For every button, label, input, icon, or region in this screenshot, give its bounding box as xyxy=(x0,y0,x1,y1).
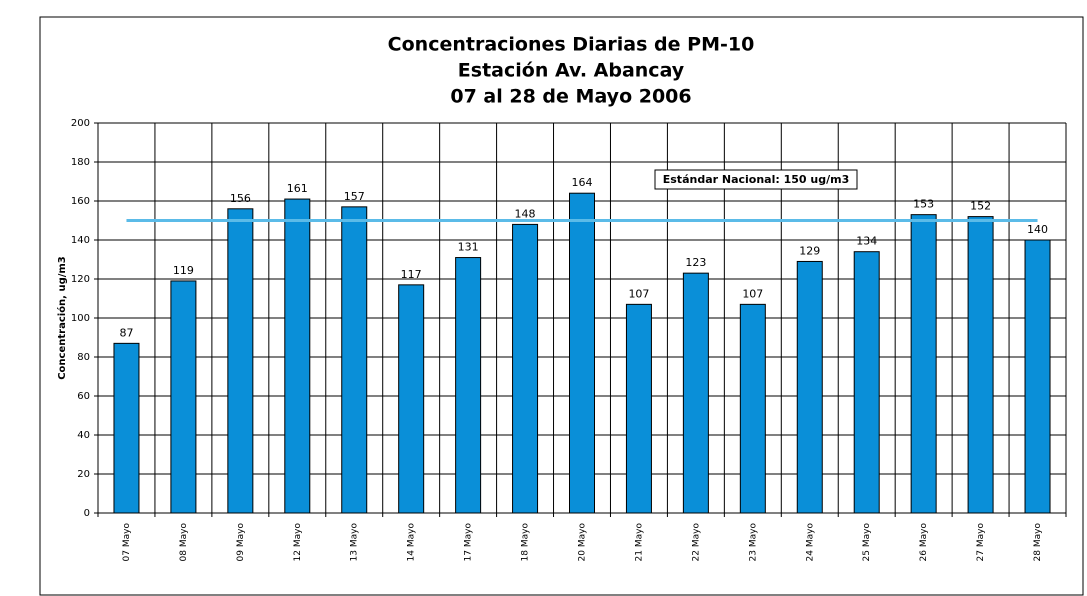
data-label: 156 xyxy=(230,192,251,205)
data-label: 119 xyxy=(173,264,194,277)
y-axis-label: Concentración, ug/m3 xyxy=(56,256,68,380)
data-label: 153 xyxy=(913,198,934,211)
data-label: 148 xyxy=(515,207,536,220)
data-label: 161 xyxy=(287,182,308,195)
frame xyxy=(39,16,1084,596)
y-tick-label: 60 xyxy=(77,391,90,402)
bar xyxy=(625,303,652,514)
data-label: 117 xyxy=(401,268,422,281)
data-label: 140 xyxy=(1027,223,1048,236)
y-tick-label: 200 xyxy=(71,118,90,129)
y-tick-label: 40 xyxy=(77,430,90,441)
data-label: 157 xyxy=(344,190,365,203)
bar xyxy=(284,198,311,514)
annotation-box xyxy=(654,169,858,190)
bar xyxy=(170,280,197,514)
data-label: 123 xyxy=(685,256,706,269)
x-tick-label: 20 Mayo xyxy=(578,523,588,562)
chart-title: Estación Av. Abancay xyxy=(458,60,685,82)
x-tick-label: 24 Mayo xyxy=(805,523,815,562)
bar xyxy=(227,208,254,514)
data-label: 164 xyxy=(572,176,593,189)
bar xyxy=(682,272,709,514)
x-tick-label: 07 Mayo xyxy=(122,523,132,562)
y-tick-label: 120 xyxy=(71,274,90,285)
data-label: 152 xyxy=(970,200,991,213)
x-tick-label: 14 Mayo xyxy=(407,523,417,562)
bar xyxy=(341,206,368,514)
y-tick-label: 0 xyxy=(84,508,90,519)
chart-title: Concentraciones Diarias de PM-10 xyxy=(388,34,755,56)
chart-title: 07 al 28 de Mayo 2006 xyxy=(450,86,691,108)
y-tick-label: 180 xyxy=(71,157,90,168)
y-tick-label: 100 xyxy=(71,313,90,324)
x-tick-label: 28 Mayo xyxy=(1033,523,1043,562)
bar xyxy=(512,223,539,514)
bar xyxy=(113,342,140,514)
bar xyxy=(853,251,880,514)
y-tick-label: 80 xyxy=(77,352,90,363)
x-tick-label: 23 Mayo xyxy=(748,523,758,562)
y-tick-label: 140 xyxy=(71,235,90,246)
bar xyxy=(398,284,425,514)
data-label: 131 xyxy=(458,241,479,254)
data-label: 129 xyxy=(799,244,820,257)
x-tick-label: 25 Mayo xyxy=(862,523,872,562)
x-tick-label: 22 Mayo xyxy=(691,523,701,562)
bar xyxy=(739,303,766,514)
y-tick-label: 160 xyxy=(71,196,90,207)
x-tick-label: 17 Mayo xyxy=(464,523,474,562)
x-tick-label: 13 Mayo xyxy=(350,523,360,562)
x-tick-label: 09 Mayo xyxy=(236,523,246,562)
data-label: 134 xyxy=(856,235,877,248)
x-tick-label: 21 Mayo xyxy=(634,523,644,562)
bar xyxy=(967,216,994,514)
bar xyxy=(1024,239,1051,514)
data-label: 107 xyxy=(742,287,763,300)
bar xyxy=(455,257,482,514)
x-tick-label: 26 Mayo xyxy=(919,523,929,562)
annotation: Estándar Nacional: 150 ug/m3 xyxy=(663,173,849,186)
x-tick-label: 08 Mayo xyxy=(179,523,189,562)
data-label: 107 xyxy=(628,287,649,300)
x-tick-label: 27 Mayo xyxy=(976,523,986,562)
x-tick-label: 18 Mayo xyxy=(521,523,531,562)
bar xyxy=(569,192,595,514)
bar xyxy=(796,260,823,514)
bar xyxy=(910,214,937,514)
x-tick-label: 12 Mayo xyxy=(293,523,303,562)
data-label: 87 xyxy=(119,326,133,339)
y-tick-label: 20 xyxy=(77,469,90,480)
